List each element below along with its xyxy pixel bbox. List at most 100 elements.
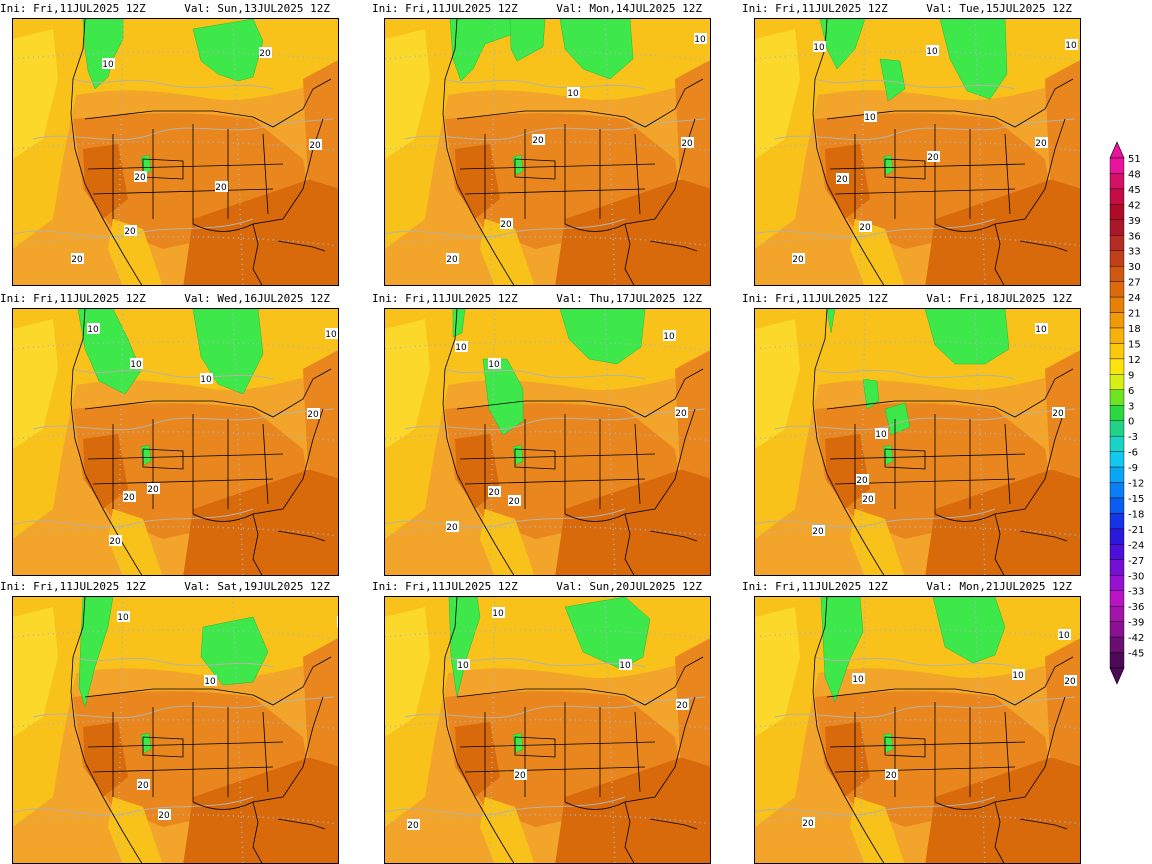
map-canvas: 10 10 10 10 20 20 20 20 20 [755, 19, 1080, 285]
colorbar-tick-label: 51 [1128, 154, 1141, 165]
contour-value-label: 10 [87, 325, 99, 335]
temperature-map: 10 10 10 10 20 20 20 20 20 [754, 18, 1081, 286]
colorbar-tick-label: 48 [1128, 169, 1141, 180]
coastlines [70, 309, 332, 575]
color-scale-bar: 51484542393633302724211815129630-3-6-9-1… [1109, 141, 1144, 685]
coastlines [70, 597, 332, 863]
forecast-panel: Ini: Fri,11JUL2025 12Z Val: Mon,21JUL2025… [742, 578, 1081, 864]
colorbar-swatch [1109, 605, 1125, 622]
colorbar-tick-label: -12 [1128, 479, 1144, 490]
colorbar-swatch [1109, 389, 1125, 406]
colorbar-swatch [1109, 636, 1125, 653]
colorbar-tick-label: 6 [1128, 386, 1134, 397]
colorbar-max-arrow [1109, 141, 1125, 159]
colorbar-swatch [1109, 513, 1125, 530]
contour-value-label: 10 [325, 330, 337, 340]
panel-header: Ini: Fri,11JUL2025 12Z Val: Sun,13JUL2025… [0, 0, 330, 18]
panel-header: Ini: Fri,11JUL2025 12Z Val: Mon,21JUL2025… [742, 578, 1072, 596]
cool-temperature-region [509, 19, 546, 62]
cool-temperature-region [482, 358, 524, 436]
colorbar-swatch [1109, 575, 1125, 591]
contour-value-label: 20 [675, 409, 687, 419]
contour-value-label: 20 [147, 485, 159, 495]
colorbar-tick-label: -6 [1128, 448, 1138, 459]
coastlines [442, 19, 704, 285]
init-time-label: Ini: Fri,11JUL2025 12Z [0, 292, 146, 305]
contour-value-label: 20 [676, 701, 688, 711]
init-time-label: Ini: Fri,11JUL2025 12Z [742, 2, 888, 15]
contour-value-label: 20 [137, 781, 149, 791]
contour-value-label: 20 [681, 139, 693, 149]
contour-value-label: 20 [508, 497, 520, 507]
contour-value-label: 20 [71, 255, 83, 265]
panel-header: Ini: Fri,11JUL2025 12Z Val: Sun,20JUL2025… [372, 578, 702, 596]
map-canvas: 10 10 10 10 20 20 20 20 [13, 309, 338, 575]
contour-value-label: 10 [204, 677, 216, 687]
colorbar-swatch [1109, 621, 1125, 638]
contour-value-label: 10 [117, 613, 129, 623]
contour-value-label: 20 [532, 136, 544, 146]
colorbar-tick-label: 24 [1128, 293, 1141, 304]
contour-value-label: 10 [663, 332, 675, 342]
contour-value-label: 20 [158, 811, 170, 821]
colorbar-swatch [1109, 451, 1125, 468]
contour-value-label: 20 [514, 771, 526, 781]
contour-value-label: 20 [792, 255, 804, 265]
temperature-map: 10 10 10 20 20 20 [754, 596, 1081, 864]
temperature-map: 10 10 10 20 20 [12, 596, 339, 864]
colorbar-swatch [1109, 235, 1125, 251]
contour-value-label: 20 [123, 493, 135, 503]
forecast-panel: Ini: Fri,11JUL2025 12Z Val: Mon,14JUL2025… [372, 0, 711, 286]
colorbar-swatch [1109, 204, 1125, 221]
contour-value-label: 20 [836, 175, 848, 185]
contour-value-label: 10 [1035, 325, 1047, 335]
contour-value-label: 20 [859, 223, 871, 233]
valid-time-label: Val: Thu,17JUL2025 12Z [556, 292, 702, 305]
contour-value-label: 20 [856, 476, 868, 486]
colorbar-tick-label: 42 [1128, 200, 1141, 211]
temperature-map: 10 10 20 20 20 20 [754, 308, 1081, 576]
colorbar-tick-label: -9 [1128, 463, 1138, 474]
colorbar-tick-label: -39 [1128, 618, 1144, 629]
panel-header: Ini: Fri,11JUL2025 12Z Val: Fri,18JUL2025… [742, 290, 1072, 308]
colorbar-swatch [1109, 157, 1125, 174]
colorbar-tick-label: -33 [1128, 587, 1144, 598]
cool-temperature-region [200, 616, 269, 686]
colorbar-swatch [1109, 497, 1125, 514]
contour-value-label: 20 [134, 173, 146, 183]
contour-value-label: 20 [1052, 409, 1064, 419]
panel-header: Ini: Fri,11JUL2025 12Z Val: Mon,14JUL2025… [372, 0, 702, 18]
contour-value-label: 10 [1065, 41, 1077, 51]
contour-value-label: 10 [492, 609, 504, 619]
colorbar-tick-label: 0 [1128, 417, 1134, 428]
cool-temperature-region [924, 309, 1010, 365]
forecast-panel: Ini: Fri,11JUL2025 12Z Val: Sun,13JUL2025… [0, 0, 339, 286]
coastlines [442, 309, 704, 575]
contour-value-label: 10 [864, 113, 876, 123]
map-canvas: 10 10 20 20 20 20 [385, 19, 710, 285]
colorbar-swatch [1109, 590, 1125, 607]
contour-value-label: 20 [446, 523, 458, 533]
map-canvas: 10 10 10 20 20 [13, 597, 338, 863]
cool-temperature-region [826, 309, 836, 334]
contour-value-label: 20 [488, 488, 500, 498]
map-canvas: 1020102020202020 [13, 19, 338, 285]
coastlines [812, 597, 1074, 863]
panel-header: Ini: Fri,11JUL2025 12Z Val: Tue,15JUL2025… [742, 0, 1072, 18]
contour-value-label: 20 [812, 527, 824, 537]
colorbar-swatch [1109, 173, 1125, 190]
colorbar-tick-label: 27 [1128, 278, 1141, 289]
color-scale-legend: 51 48 45 42 39 36 33 30 27 24 21 18 15 12 9 6 3 0 -3 -6 -9 -1… [1104, 140, 1152, 690]
contour-value-label: 10 [926, 47, 938, 57]
cool-temperature-region [879, 58, 906, 102]
contour-value-label: 20 [307, 410, 319, 420]
map-canvas: 10 10 10 20 20 20 20 [385, 309, 710, 575]
contour-value-label: 10 [567, 89, 579, 99]
colorbar-tick-label: -15 [1128, 494, 1144, 505]
colorbar-swatch [1109, 559, 1125, 576]
init-time-label: Ini: Fri,11JUL2025 12Z [742, 292, 888, 305]
colorbar-swatch [1109, 466, 1125, 483]
colorbar-swatch [1109, 281, 1125, 298]
colorbar-tick-label: 15 [1128, 339, 1141, 350]
coastlines [812, 309, 1074, 575]
